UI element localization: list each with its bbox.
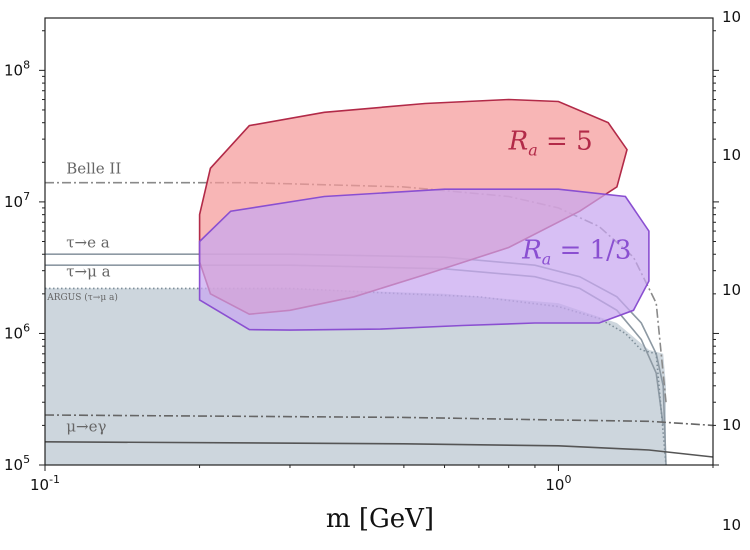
x-tick-label: 100 (545, 473, 571, 494)
right-axis-label: 10 (722, 416, 741, 434)
x-axis-title: m [GeV] (326, 504, 434, 534)
right-axis-label: 10 (722, 146, 741, 164)
right-axis-label: 10 (722, 516, 741, 534)
constraint-line-3 (45, 287, 667, 466)
y-tick-label: 108 (4, 58, 30, 79)
annotation-label-4: μ→eγ (66, 417, 106, 435)
annotation-label-2: τ→μ a (66, 263, 110, 281)
constraint-line-5 (44, 441, 714, 458)
annotation-label-3: ARGUS (τ→μ a) (46, 292, 118, 303)
y-tick-label: 106 (4, 321, 30, 342)
constraint-line-4 (44, 414, 714, 427)
excluded-region (45, 288, 666, 465)
annotation-label-1: τ→e a (66, 234, 110, 252)
series-label-1: Ra = 1/3 (521, 236, 631, 269)
y-tick-label: 107 (4, 190, 30, 211)
right-axis-label: 10 (722, 8, 741, 26)
region-series-1 (198, 188, 650, 331)
annotation-label-0: Belle II (66, 159, 121, 177)
series-label-0: Ra = 5 (508, 127, 593, 160)
x-tick-label: 10-1 (30, 473, 60, 494)
y-tick-label: 105 (4, 453, 30, 474)
right-axis-label: 10 (722, 281, 741, 299)
